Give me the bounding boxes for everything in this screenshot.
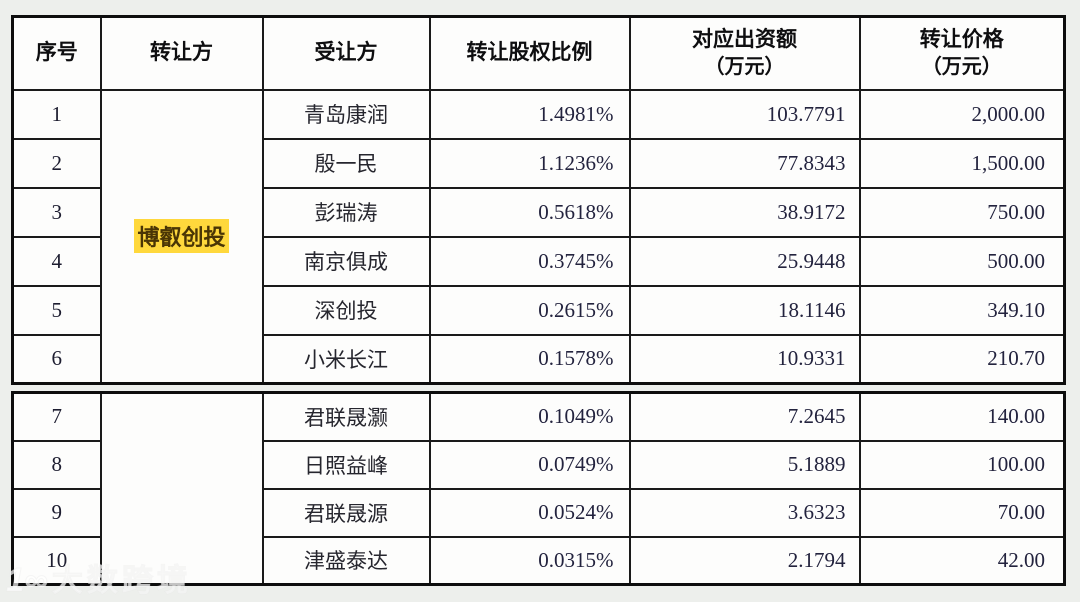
cell-index: 3 <box>11 186 102 238</box>
cell-ratio: 0.0524% <box>428 487 631 538</box>
cell-price: 70.00 <box>858 487 1066 538</box>
cell-index: 2 <box>11 137 102 189</box>
table-row: 9 君联晟源 0.0524% 3.6323 70.00 <box>11 487 1066 538</box>
cell-ratio: 0.3745% <box>428 235 631 287</box>
cell-transferee: 津盛泰达 <box>261 535 431 586</box>
cell-price: 349.10 <box>858 284 1066 336</box>
table-row: 8 日照益峰 0.0749% 5.1889 100.00 <box>11 439 1066 490</box>
cell-price: 210.70 <box>858 333 1066 385</box>
cell-index: 9 <box>11 487 102 538</box>
cell-price: 750.00 <box>858 186 1066 238</box>
table-row: 6 小米长江 0.1578% 10.9331 210.70 <box>11 333 1066 385</box>
cell-transferee: 深创投 <box>261 284 431 336</box>
cell-price: 42.00 <box>858 535 1066 586</box>
cell-amount: 18.1146 <box>628 284 861 336</box>
cell-price: 500.00 <box>858 235 1066 287</box>
equity-transfer-table: 序号 转让方 受让方 转让股权比例 对应出资额 （万元） 转让价格 （万元） 1… <box>11 15 1066 586</box>
cell-index: 7 <box>11 391 102 442</box>
cell-ratio: 1.1236% <box>428 137 631 189</box>
table-row: 10 津盛泰达 0.0315% 2.1794 42.00 <box>11 535 1066 586</box>
cell-index: 8 <box>11 439 102 490</box>
header-price-unit: （万元） <box>921 55 1002 78</box>
header-index: 序号 <box>11 15 102 91</box>
header-transferor: 转让方 <box>99 15 264 91</box>
cell-ratio: 0.1578% <box>428 333 631 385</box>
cell-amount: 77.8343 <box>628 137 861 189</box>
cell-price: 2,000.00 <box>858 88 1066 140</box>
table-row: 1 博叡创投 青岛康润 1.4981% 103.7791 2,000.00 <box>11 88 1066 385</box>
cell-amount: 2.1794 <box>628 535 861 586</box>
cell-index: 10 <box>11 535 102 586</box>
cell-ratio: 0.0749% <box>428 439 631 490</box>
header-price: 转让价格 （万元） <box>858 15 1066 91</box>
header-row: 序号 转让方 受让方 转让股权比例 对应出资额 （万元） 转让价格 （万元） <box>11 15 1066 91</box>
cell-transferee: 小米长江 <box>261 333 431 385</box>
transfer-table-section-1: 序号 转让方 受让方 转让股权比例 对应出资额 （万元） 转让价格 （万元） 1… <box>11 15 1066 385</box>
cell-transferee: 南京俱成 <box>261 235 431 287</box>
header-amount: 对应出资额 （万元） <box>628 15 861 91</box>
cell-index: 5 <box>11 284 102 336</box>
header-amount-unit: （万元） <box>704 55 785 78</box>
cell-transferee: 殷一民 <box>261 137 431 189</box>
table-row: 2 殷一民 1.1236% 77.8343 1,500.00 <box>11 137 1066 189</box>
cell-index: 1 <box>11 88 102 140</box>
cell-transferee: 君联晟灏 <box>261 391 431 442</box>
table-row: 5 深创投 0.2615% 18.1146 349.10 <box>11 284 1066 336</box>
cell-price: 100.00 <box>858 439 1066 490</box>
cell-amount: 38.9172 <box>628 186 861 238</box>
cell-transferee: 彭瑞涛 <box>261 186 431 238</box>
cell-ratio: 0.2615% <box>428 284 631 336</box>
header-ratio: 转让股权比例 <box>428 15 631 91</box>
cell-ratio: 0.0315% <box>428 535 631 586</box>
cell-price: 140.00 <box>858 391 1066 442</box>
cell-amount: 25.9448 <box>628 235 861 287</box>
cell-index: 6 <box>11 333 102 385</box>
cell-ratio: 1.4981% <box>428 88 631 140</box>
cell-transferee: 君联晟源 <box>261 487 431 538</box>
header-amount-line1: 对应出资额 <box>692 27 797 51</box>
cell-amount: 7.2645 <box>628 391 861 442</box>
cell-price: 1,500.00 <box>858 137 1066 189</box>
cell-ratio: 0.5618% <box>428 186 631 238</box>
transferor-highlight: 博叡创投 <box>134 219 229 254</box>
cell-amount: 10.9331 <box>628 333 861 385</box>
transfer-table-section-2: 7 君联晟灏 0.1049% 7.2645 140.00 8 日照益峰 0.07… <box>11 391 1066 586</box>
cell-ratio: 0.1049% <box>428 391 631 442</box>
cell-transferor-group2 <box>99 391 264 586</box>
cell-amount: 5.1889 <box>628 439 861 490</box>
cell-transferee: 青岛康润 <box>261 88 431 140</box>
cell-amount: 3.6323 <box>628 487 861 538</box>
cell-transferee: 日照益峰 <box>261 439 431 490</box>
cell-index: 4 <box>11 235 102 287</box>
table-row: 7 君联晟灏 0.1049% 7.2645 140.00 <box>11 391 1066 586</box>
table-row: 4 南京俱成 0.3745% 25.9448 500.00 <box>11 235 1066 287</box>
cell-amount: 103.7791 <box>628 88 861 140</box>
cell-transferor-group1: 博叡创投 <box>99 88 264 385</box>
header-transferee: 受让方 <box>261 15 431 91</box>
table-row: 3 彭瑞涛 0.5618% 38.9172 750.00 <box>11 186 1066 238</box>
header-price-line1: 转让价格 <box>919 27 1004 51</box>
